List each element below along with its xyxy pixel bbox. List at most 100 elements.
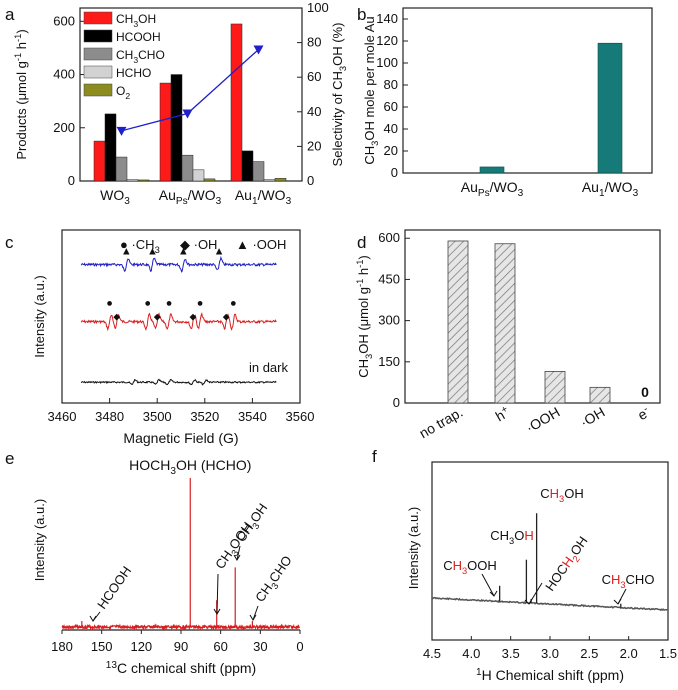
text-part: 3	[170, 466, 176, 477]
x-tick-label: 90	[174, 639, 188, 654]
bar-CH3CHO-AuPs/WO3	[181, 154, 194, 182]
text-part: OH (HCHO)	[176, 457, 251, 473]
text-part: Products (μmol g	[14, 61, 29, 160]
legend-swatch-CH3OH	[83, 11, 113, 25]
peak-label-CH3CHO: CH3CHO	[252, 553, 297, 607]
legend-item-2: ▲ ·OOH	[236, 237, 286, 252]
ch3-marker: ●	[230, 298, 237, 310]
bar-·OOH	[544, 371, 566, 404]
oh-marker: ◆	[154, 312, 161, 322]
bar-HCHO-Au1/WO3	[263, 179, 276, 182]
legend-item-1: ◆ ·OH	[180, 237, 217, 252]
text-part: 3	[269, 581, 280, 591]
plot-frame	[402, 7, 653, 174]
text-part: /WO	[188, 187, 216, 203]
text-part: Ps	[176, 196, 188, 207]
y-axis-title: Products (μmol g-1 h-1)	[13, 29, 29, 159]
nmr1h-baseline	[431, 596, 669, 612]
ooh-marker: ▲	[178, 246, 189, 258]
x-category-label-e-: e-	[635, 404, 653, 423]
x-tick-label: 3560	[286, 409, 315, 424]
bar-CH3OH-WO3	[93, 140, 106, 182]
text-part: 3	[620, 580, 625, 590]
bar-HCHO-AuPs/WO3	[192, 169, 205, 182]
text-part: no trap.	[416, 404, 465, 442]
peak-label-ch3oh: CH3OH	[540, 486, 583, 504]
text-part: C	[540, 486, 549, 501]
text-part: 3	[229, 548, 240, 558]
text-part: OH (%)	[330, 23, 345, 66]
ooh-marker: ▲	[147, 246, 158, 258]
y2-tick-label: 80	[307, 35, 321, 50]
panel-c: c 3460 3480 3500 3520 3540 3560 Magnetic Field …	[5, 229, 315, 446]
text-part: 1	[599, 188, 605, 199]
ooh-marker: ▲	[121, 246, 132, 258]
y-tick-label: 80	[384, 77, 398, 92]
x-tick-label: 1.5	[659, 646, 677, 661]
plot-frame	[61, 229, 301, 404]
y2-tick-label: 100	[307, 0, 329, 15]
x-category-label-AuPs/WO3: AuPs/WO3	[159, 187, 222, 207]
ch3-marker: ●	[106, 298, 113, 310]
peak-label-ch3cho: CH3CHO	[602, 572, 655, 590]
bar-h+	[494, 243, 516, 404]
panel-label-f: f	[372, 447, 377, 466]
x-tick-label: 2.5	[580, 646, 598, 661]
text-part: /WO	[258, 187, 286, 203]
text-part: Au	[159, 187, 176, 203]
legend-label-HCOOH: HCOOH	[116, 30, 161, 44]
x-category-label-WO3: WO3	[100, 187, 130, 207]
annotation-arrowhead	[89, 615, 97, 622]
y-tick-label: 400	[53, 67, 75, 82]
bar-O2-WO3	[137, 179, 150, 182]
text-part: )	[356, 255, 371, 259]
text-part: 3	[509, 536, 514, 546]
text-part: Selectivity of CH	[330, 71, 345, 166]
text-part: OH (μmol g	[356, 287, 371, 354]
bar-O2-AuPs/WO3	[203, 178, 216, 182]
text-part: -	[642, 404, 650, 415]
in-dark-annotation: in dark	[249, 360, 289, 375]
text-part: ·OOH	[523, 404, 563, 436]
text-part: O	[116, 84, 125, 98]
y-tick-label: 150	[378, 354, 400, 369]
x-category-label-Au1/WO3: Au1/WO3	[582, 179, 639, 199]
text-part: Au	[461, 179, 478, 195]
y-tick-label: 20	[384, 143, 398, 158]
text-part: 3	[133, 55, 138, 65]
y-tick-label: 140	[376, 11, 398, 26]
text-part: OOH	[467, 558, 497, 573]
x-tick-label: 4.0	[462, 646, 480, 661]
text-part: 3	[518, 188, 524, 199]
text-part: -1	[355, 260, 365, 268]
text-part: 3	[559, 494, 564, 504]
epr-trace-ooh	[80, 255, 277, 273]
text-part: 13	[106, 660, 118, 671]
x-tick-label: 3.5	[502, 646, 520, 661]
panel-label-a: a	[5, 5, 15, 24]
bar-O2-Au1/WO3	[274, 178, 287, 182]
bar-AuPs/WO3	[479, 166, 505, 174]
text-part: -1	[355, 279, 365, 287]
annotation-arrowhead	[489, 590, 498, 597]
text-part: 2	[571, 554, 582, 564]
text-part: 2	[125, 91, 130, 101]
legend-item-0: ● ·CH3	[120, 237, 160, 255]
text-part: CH	[356, 359, 371, 378]
panel-f: f 4.5 4.0 3.5 3.0 2.5 2.0 1.5 1H Chemical shift …	[372, 447, 677, 683]
y-tick-label: 40	[384, 121, 398, 136]
text-part: h	[14, 42, 29, 53]
text-part: 3	[216, 196, 222, 207]
peak-label-hoch2oh: HOCH2OH	[542, 534, 593, 596]
nmr13c-baseline	[61, 623, 301, 631]
text-part: C	[602, 572, 611, 587]
annotation-arrow	[481, 573, 495, 597]
epr-trace-dark	[80, 378, 277, 386]
x-category-label-·OOH: ·OOH	[523, 404, 563, 436]
text-part: 1	[476, 667, 482, 678]
text-part: C	[443, 558, 452, 573]
text-part: ▲ ·OOH	[236, 237, 286, 252]
x-axis-title: 1H Chemical shift (ppm)	[476, 667, 624, 683]
x-axis-title: 13C chemical shift (ppm)	[106, 660, 256, 676]
annotation-arrowhead	[233, 554, 241, 561]
